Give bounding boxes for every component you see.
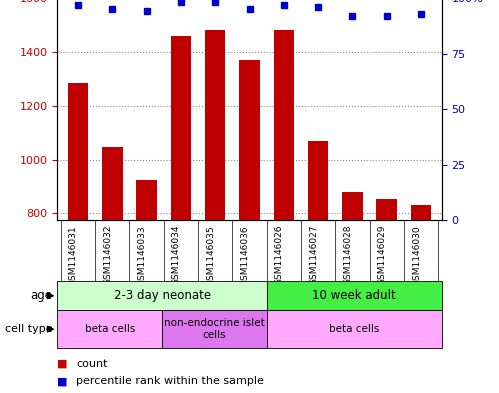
Bar [273,30,294,220]
Bar [68,83,88,220]
Text: ■: ■ [57,376,68,386]
Text: non-endocrine islet
cells: non-endocrine islet cells [164,318,265,340]
Bar [376,198,397,220]
Text: GSM1146033: GSM1146033 [138,225,147,286]
Text: 2-3 day neonate: 2-3 day neonate [114,289,211,302]
Text: cell type: cell type [5,324,52,334]
Text: beta cells: beta cells [329,324,379,334]
Bar [342,192,363,220]
Bar [57,281,267,310]
Bar [411,205,431,220]
Bar [267,281,442,310]
Text: GSM1146032: GSM1146032 [103,225,112,285]
Bar [57,310,162,348]
Bar [267,310,442,348]
Text: GSM1146036: GSM1146036 [241,225,250,286]
Text: GSM1146029: GSM1146029 [378,225,387,285]
Bar [102,147,123,220]
Text: percentile rank within the sample: percentile rank within the sample [76,376,264,386]
Bar [308,141,328,220]
Bar [205,30,226,220]
Text: GSM1146034: GSM1146034 [172,225,181,285]
Text: GSM1146031: GSM1146031 [69,225,78,286]
Text: GSM1146030: GSM1146030 [412,225,421,286]
Text: GSM1146027: GSM1146027 [309,225,318,285]
Bar [171,36,191,220]
Text: ■: ■ [57,358,68,369]
Bar [162,310,267,348]
Text: age: age [30,289,52,302]
Text: beta cells: beta cells [85,324,135,334]
Bar [239,60,260,220]
Text: GSM1146028: GSM1146028 [343,225,352,285]
Text: count: count [76,358,108,369]
Bar [136,180,157,220]
Text: 10 week adult: 10 week adult [312,289,396,302]
Text: GSM1146026: GSM1146026 [275,225,284,285]
Text: GSM1146035: GSM1146035 [206,225,215,286]
